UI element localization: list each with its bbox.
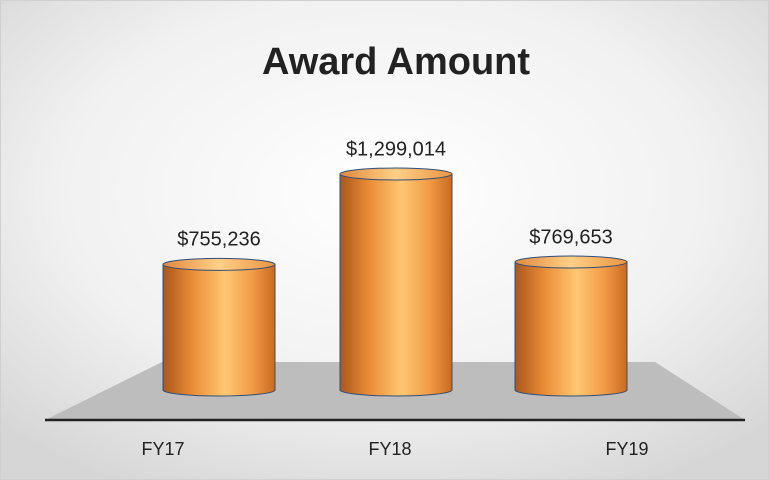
bar: [514, 261, 628, 397]
bar-top: [339, 167, 453, 181]
x-tick-label: FY17: [141, 439, 184, 459]
x-tick-label: FY18: [368, 439, 411, 459]
bar-top: [162, 257, 276, 271]
bar-top: [514, 255, 628, 269]
x-tick-label: FY19: [605, 439, 648, 459]
bar: [162, 263, 276, 397]
data-label: $769,653: [529, 226, 612, 248]
data-label: $1,299,014: [346, 138, 446, 160]
data-label: $755,236: [177, 229, 260, 251]
chart-title: Award Amount: [262, 41, 530, 83]
bar: [339, 173, 453, 397]
